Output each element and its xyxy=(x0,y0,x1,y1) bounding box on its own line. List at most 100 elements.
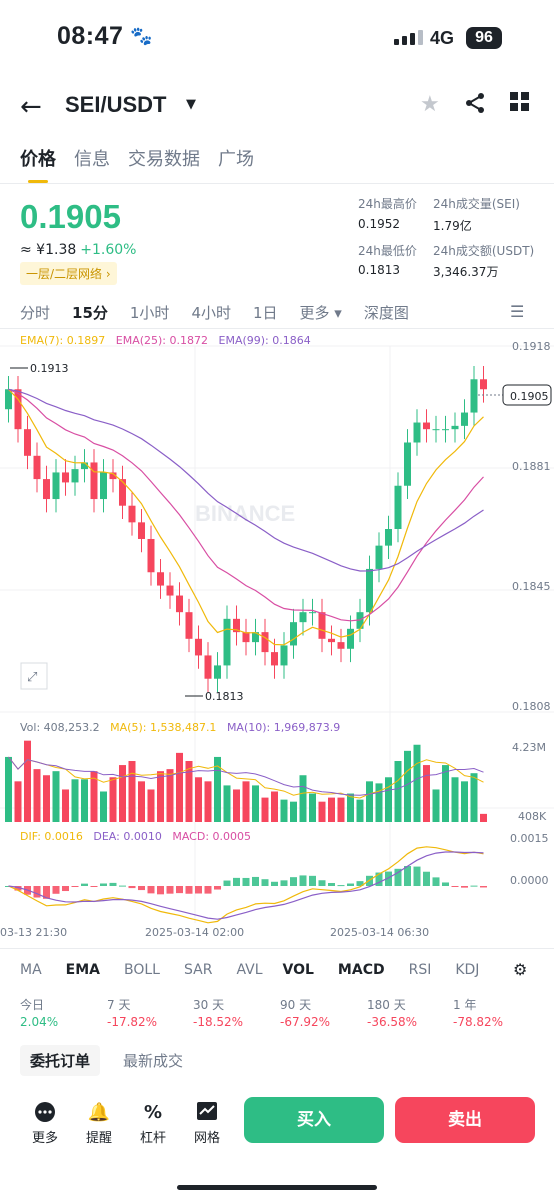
more-label[interactable]: 更多 xyxy=(31,1131,58,1146)
grid-layout-icon[interactable] xyxy=(510,92,530,118)
leverage-icon[interactable]: % xyxy=(143,1102,163,1123)
dea-label: DEA: 0.0010 xyxy=(93,830,162,843)
macd-bar xyxy=(280,880,288,886)
home-indicator xyxy=(177,1185,377,1190)
sell-button[interactable]: 卖出 xyxy=(395,1097,535,1143)
chart-settings-icon[interactable]: ☰ xyxy=(510,302,525,321)
candle xyxy=(385,529,392,546)
indicator-ma[interactable]: MA xyxy=(20,962,42,978)
volume-bar xyxy=(5,756,12,822)
candle xyxy=(271,652,278,666)
bell-icon[interactable]: 🔔 xyxy=(87,1102,111,1123)
macd-bar xyxy=(81,883,88,886)
candle xyxy=(309,612,316,614)
indicator-rsi[interactable]: RSI xyxy=(408,962,432,978)
candle xyxy=(214,665,221,679)
macd-bar xyxy=(195,886,202,894)
leverage-label[interactable]: 杠杆 xyxy=(139,1131,166,1146)
macd-bar xyxy=(157,886,164,895)
interval-1h[interactable]: 1小时 xyxy=(129,304,170,322)
candle xyxy=(413,422,421,443)
macd-bar xyxy=(242,877,250,886)
grid-trading-icon[interactable] xyxy=(187,1102,227,1125)
indicator-macd[interactable]: MACD xyxy=(337,962,385,978)
network-tag[interactable]: 一层/二层网络 › xyxy=(20,262,117,285)
ema99-label: EMA(99): 0.1864 xyxy=(218,334,311,347)
paw-icon: 🐾 xyxy=(130,26,153,47)
volume-bar xyxy=(71,779,79,822)
interval-more[interactable]: 更多 ▾ xyxy=(299,304,342,322)
alert-label[interactable]: 提醒 xyxy=(85,1131,112,1146)
volume-bar xyxy=(271,791,278,822)
indicator-bar: MA EMA BOLL SAR AVL VOL MACD RSI KDJ xyxy=(20,962,503,978)
macd-legend: DIF: 0.0016 DEA: 0.0010 MACD: 0.0005 xyxy=(20,830,251,843)
interval-time[interactable]: 分时 xyxy=(20,304,51,322)
high-label: 24h最高价 xyxy=(358,197,417,211)
expand-icon: ⤢ xyxy=(27,670,37,685)
indicator-avl[interactable]: AVL xyxy=(236,962,263,978)
axis-price-4: 0.1808 xyxy=(512,700,551,713)
macd-bar xyxy=(318,880,326,886)
volume-bar xyxy=(14,781,22,822)
more-icon[interactable] xyxy=(25,1102,65,1127)
amount-value: 3,346.37万 xyxy=(433,265,499,279)
vol-axis-bottom: 408K xyxy=(518,810,547,823)
tab-price[interactable]: 价格 xyxy=(20,145,56,185)
time-label-3: 2025-03-14 06:30 xyxy=(330,926,430,939)
performance-value: -36.58% xyxy=(367,1015,418,1029)
macd-bar xyxy=(442,882,449,886)
interval-15m[interactable]: 15分 xyxy=(72,304,108,322)
candle xyxy=(204,655,212,679)
volume-bar xyxy=(404,750,411,822)
battery-level: 96 xyxy=(466,27,502,49)
volume-bar xyxy=(299,775,307,822)
ma10-label: MA(10): 1,969,873.9 xyxy=(226,721,341,734)
interval-4h[interactable]: 4小时 xyxy=(191,304,231,322)
pair-title[interactable]: SEI/USDT xyxy=(65,92,167,117)
candle xyxy=(185,612,193,639)
ema7-label: EMA(7): 0.1897 xyxy=(20,334,106,347)
buy-button[interactable]: 买入 xyxy=(244,1097,384,1143)
main-tabs: 价格 信息 交易数据 广场 xyxy=(20,145,254,185)
candle xyxy=(157,572,164,586)
tab-square[interactable]: 广场 xyxy=(218,149,254,170)
performance-label: 1 年 xyxy=(453,998,477,1012)
tab-latest-trades[interactable]: 最新成交 xyxy=(123,1052,184,1070)
volume-bar xyxy=(100,791,107,822)
kline-chart[interactable]: BINANCE 0.1905 0.1913 0.1813 ⤢ xyxy=(0,328,554,940)
ema-legend: EMA(7): 0.1897 EMA(25): 0.1872 EMA(99): … xyxy=(20,334,311,347)
indicator-boll[interactable]: BOLL xyxy=(124,962,160,978)
macd-bar xyxy=(261,879,269,886)
macd-bar xyxy=(14,886,22,891)
indicator-sar[interactable]: SAR xyxy=(183,962,213,978)
grid-label[interactable]: 网格 xyxy=(193,1131,220,1146)
volume-bar xyxy=(223,785,231,822)
tab-info[interactable]: 信息 xyxy=(74,149,110,170)
chevron-down-icon[interactable]: ▼ xyxy=(186,97,196,112)
back-arrow-icon[interactable]: ← xyxy=(20,92,42,122)
ma5-label: MA(5): 1,538,487.1 xyxy=(110,721,217,734)
performance-label: 今日 xyxy=(20,998,45,1012)
indicator-ema[interactable]: EMA xyxy=(65,962,100,978)
star-icon[interactable]: ★ xyxy=(420,92,440,117)
macd-bar xyxy=(109,882,117,886)
macd-bar xyxy=(299,875,307,886)
volume-bar xyxy=(347,793,354,822)
volume-bar xyxy=(461,781,468,822)
indicator-kdj[interactable]: KDJ xyxy=(455,962,480,978)
volume-bar xyxy=(242,781,250,822)
indicator-vol[interactable]: VOL xyxy=(282,962,314,978)
fiat-line: ≈ ¥1.38 +1.60% xyxy=(20,242,136,258)
indicator-settings-icon[interactable]: ⚙ xyxy=(513,960,528,979)
volume-bar xyxy=(451,777,459,822)
tab-open-orders[interactable]: 委托订单 xyxy=(20,1045,101,1076)
volume-bar xyxy=(176,752,183,822)
tab-trading-data[interactable]: 交易数据 xyxy=(128,149,200,170)
volume-bar xyxy=(128,761,136,822)
share-icon[interactable] xyxy=(464,92,486,120)
macd-bar xyxy=(214,886,221,890)
interval-1d[interactable]: 1日 xyxy=(252,304,278,322)
candle xyxy=(100,472,107,500)
macd-bar xyxy=(328,883,335,886)
depth-chart-tab[interactable]: 深度图 xyxy=(363,304,409,322)
